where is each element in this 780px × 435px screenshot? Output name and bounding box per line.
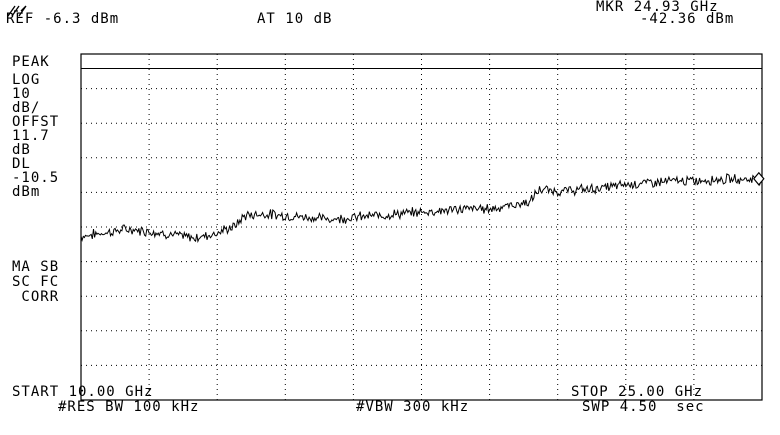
scale-value: 10 (12, 86, 31, 102)
scale-type: LOG (12, 72, 41, 88)
marker-frequency: MKR 24.93 GHz (596, 0, 719, 15)
spectrum-trace (80, 173, 763, 244)
offset-unit: dB (12, 142, 31, 158)
status-ma-sb: MA SB (12, 259, 60, 275)
graticule (81, 54, 762, 400)
marker-level: -42.36 dBm (640, 11, 735, 27)
offset-label: OFFST (12, 114, 60, 130)
detector-mode: PEAK (12, 54, 50, 70)
hp-logo (6, 2, 28, 21)
attenuation: AT 10 dB (257, 11, 333, 27)
display-line-unit: dBm (12, 184, 41, 200)
status-sc-fc: SC FC (12, 274, 60, 290)
start-frequency: START 10.00 GHz (12, 384, 154, 400)
status-corr: CORR (12, 289, 60, 305)
offset-value: 11.7 (12, 128, 50, 144)
marker-diamond (753, 171, 765, 186)
reference-level: REF -6.3 dBm (6, 11, 120, 27)
display-line-value: -10.5 (12, 170, 60, 186)
display-line-label: DL (12, 156, 31, 172)
stop-frequency: STOP 25.00 GHz (571, 384, 704, 400)
sweep-time: SWP 4.50 sec (582, 399, 705, 415)
scale-unit: dB/ (12, 100, 41, 116)
resolution-bandwidth: #RES BW 100 kHz (58, 399, 200, 415)
video-bandwidth: #VBW 300 kHz (356, 399, 470, 415)
